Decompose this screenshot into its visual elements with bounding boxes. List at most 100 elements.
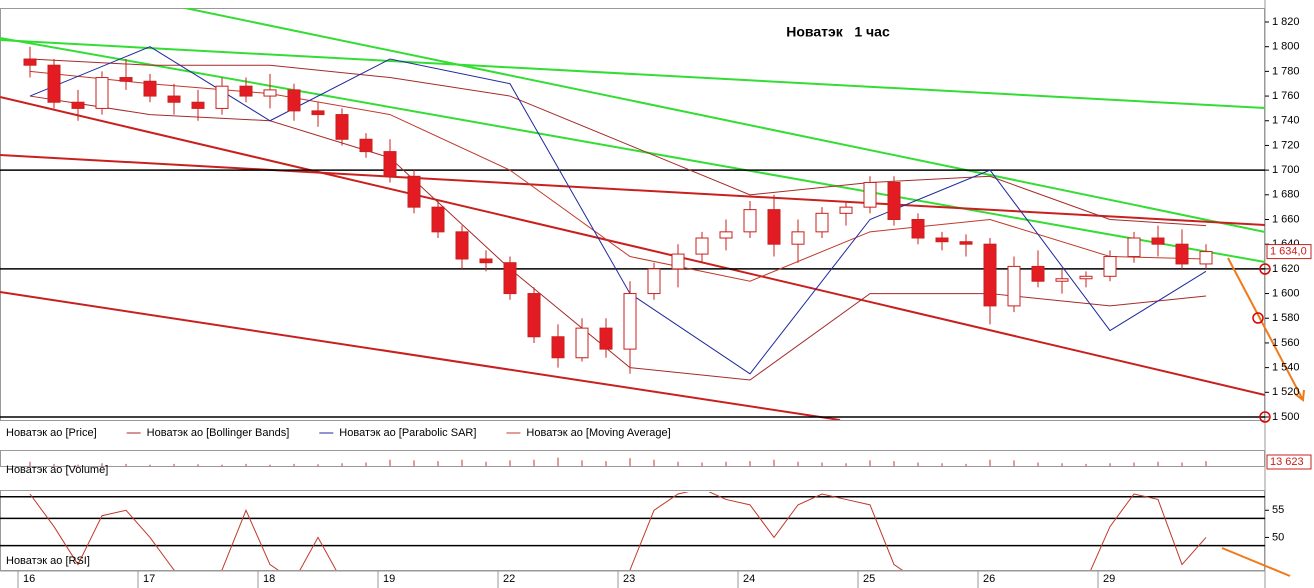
arrow-head bbox=[1294, 389, 1305, 402]
candle-body bbox=[431, 206, 445, 233]
candle-body bbox=[1103, 256, 1117, 277]
candle-body bbox=[479, 258, 493, 264]
candle-body bbox=[1079, 275, 1093, 280]
y-tick-label: 1 780 bbox=[1272, 65, 1300, 77]
volume-last-box bbox=[1266, 454, 1312, 470]
x-tick-label: 25 bbox=[863, 573, 875, 585]
last-price-box bbox=[1266, 244, 1312, 260]
x-tick-label: 29 bbox=[1103, 573, 1115, 585]
y-tick-label: 1 680 bbox=[1272, 189, 1300, 201]
candle-body bbox=[383, 151, 397, 177]
target-marker bbox=[1259, 263, 1271, 275]
y-tick-label: 1 560 bbox=[1272, 337, 1300, 349]
candle-body bbox=[23, 58, 37, 66]
y-tick-label: 1 520 bbox=[1272, 386, 1300, 398]
candle-body bbox=[911, 219, 925, 239]
trend-line bbox=[0, 291, 841, 420]
last-price-label: 1 634,0 bbox=[1270, 246, 1307, 258]
legend-label: Новатэк ао [Price] bbox=[6, 427, 97, 439]
candle-body bbox=[95, 77, 109, 109]
candle-body bbox=[359, 138, 373, 153]
legend-label: Новатэк ао [Parabolic SAR] bbox=[339, 427, 476, 439]
candle-body bbox=[1151, 237, 1165, 245]
candle-body bbox=[935, 237, 949, 243]
price-plot bbox=[0, 8, 1265, 420]
rsi-plot bbox=[0, 492, 1265, 570]
candle-body bbox=[263, 89, 277, 97]
y-tick-label: 1 820 bbox=[1272, 16, 1300, 28]
forecast-arrow bbox=[1227, 257, 1304, 401]
candle-body bbox=[887, 181, 901, 220]
x-tick-label: 16 bbox=[23, 573, 35, 585]
trend-line bbox=[184, 8, 1265, 233]
candle-body bbox=[215, 85, 229, 109]
candle-body bbox=[71, 101, 85, 109]
panel-label: Новатэк ао [RSI] bbox=[6, 555, 90, 567]
candle-body bbox=[335, 114, 349, 140]
y-tick-label: 1 620 bbox=[1272, 263, 1300, 275]
x-tick-label: 18 bbox=[263, 573, 275, 585]
candle-body bbox=[647, 268, 661, 295]
x-tick-label: 26 bbox=[983, 573, 995, 585]
legend-label: Новатэк ао [Moving Average] bbox=[526, 427, 670, 439]
candle-body bbox=[1055, 278, 1069, 282]
y-tick-label: 50 bbox=[1272, 531, 1284, 543]
x-tick-label: 22 bbox=[503, 573, 515, 585]
y-tick-label: 1 720 bbox=[1272, 139, 1300, 151]
candle-body bbox=[143, 80, 157, 97]
legend-label: Новатэк ао [Bollinger Bands] bbox=[147, 427, 290, 439]
candle-body bbox=[167, 95, 181, 103]
candle-body bbox=[599, 327, 613, 350]
candle-body bbox=[407, 175, 421, 208]
y-tick-label: 1 580 bbox=[1272, 312, 1300, 324]
trend-line bbox=[0, 39, 1265, 109]
target-marker bbox=[1252, 312, 1264, 324]
x-tick-label: 17 bbox=[143, 573, 155, 585]
forecast-arrow bbox=[1221, 547, 1291, 577]
candle-body bbox=[863, 181, 877, 208]
y-tick-label: 1 700 bbox=[1272, 164, 1300, 176]
chart-title: Новатэк 1 час bbox=[786, 24, 890, 40]
candle-body bbox=[959, 241, 973, 245]
x-tick-label: 19 bbox=[383, 573, 395, 585]
candle-body bbox=[623, 293, 637, 350]
y-tick-label: 1 500 bbox=[1272, 411, 1300, 423]
candle-body bbox=[191, 101, 205, 109]
candle-body bbox=[551, 336, 565, 359]
candle-body bbox=[743, 209, 757, 233]
candle-body bbox=[47, 64, 61, 103]
candle-body bbox=[839, 206, 853, 214]
candle-body bbox=[239, 85, 253, 97]
candle-body bbox=[1007, 265, 1021, 307]
y-tick-label: 55 bbox=[1272, 504, 1284, 516]
candle-body bbox=[1127, 237, 1141, 258]
y-tick-label: 1 540 bbox=[1272, 362, 1300, 374]
candle-body bbox=[503, 262, 517, 295]
candle-body bbox=[287, 89, 301, 112]
y-tick-label: 1 760 bbox=[1272, 90, 1300, 102]
indicator-line bbox=[29, 58, 1207, 227]
candle-body bbox=[671, 253, 685, 270]
panel-label: Новатэк ао [Volume] bbox=[6, 464, 108, 476]
y-tick-label: 1 740 bbox=[1272, 115, 1300, 127]
trend-line bbox=[0, 96, 1265, 396]
indicator-line bbox=[29, 70, 1207, 282]
candle-body bbox=[311, 110, 325, 116]
x-tick-label: 24 bbox=[743, 573, 755, 585]
volume-last-label: 13 623 bbox=[1270, 456, 1304, 468]
candle-body bbox=[791, 231, 805, 245]
candle-body bbox=[767, 209, 781, 245]
candle-body bbox=[695, 237, 709, 255]
candle-body bbox=[983, 243, 997, 307]
y-tick-label: 1 600 bbox=[1272, 287, 1300, 299]
target-marker bbox=[1259, 411, 1271, 423]
candle-body bbox=[455, 231, 469, 260]
y-tick-label: 1 800 bbox=[1272, 41, 1300, 53]
trend-line bbox=[0, 37, 1265, 263]
candle-body bbox=[119, 77, 133, 82]
candle-body bbox=[1199, 251, 1213, 265]
candle-body bbox=[815, 212, 829, 233]
trend-line bbox=[0, 154, 1265, 226]
candle-body bbox=[1031, 265, 1045, 282]
